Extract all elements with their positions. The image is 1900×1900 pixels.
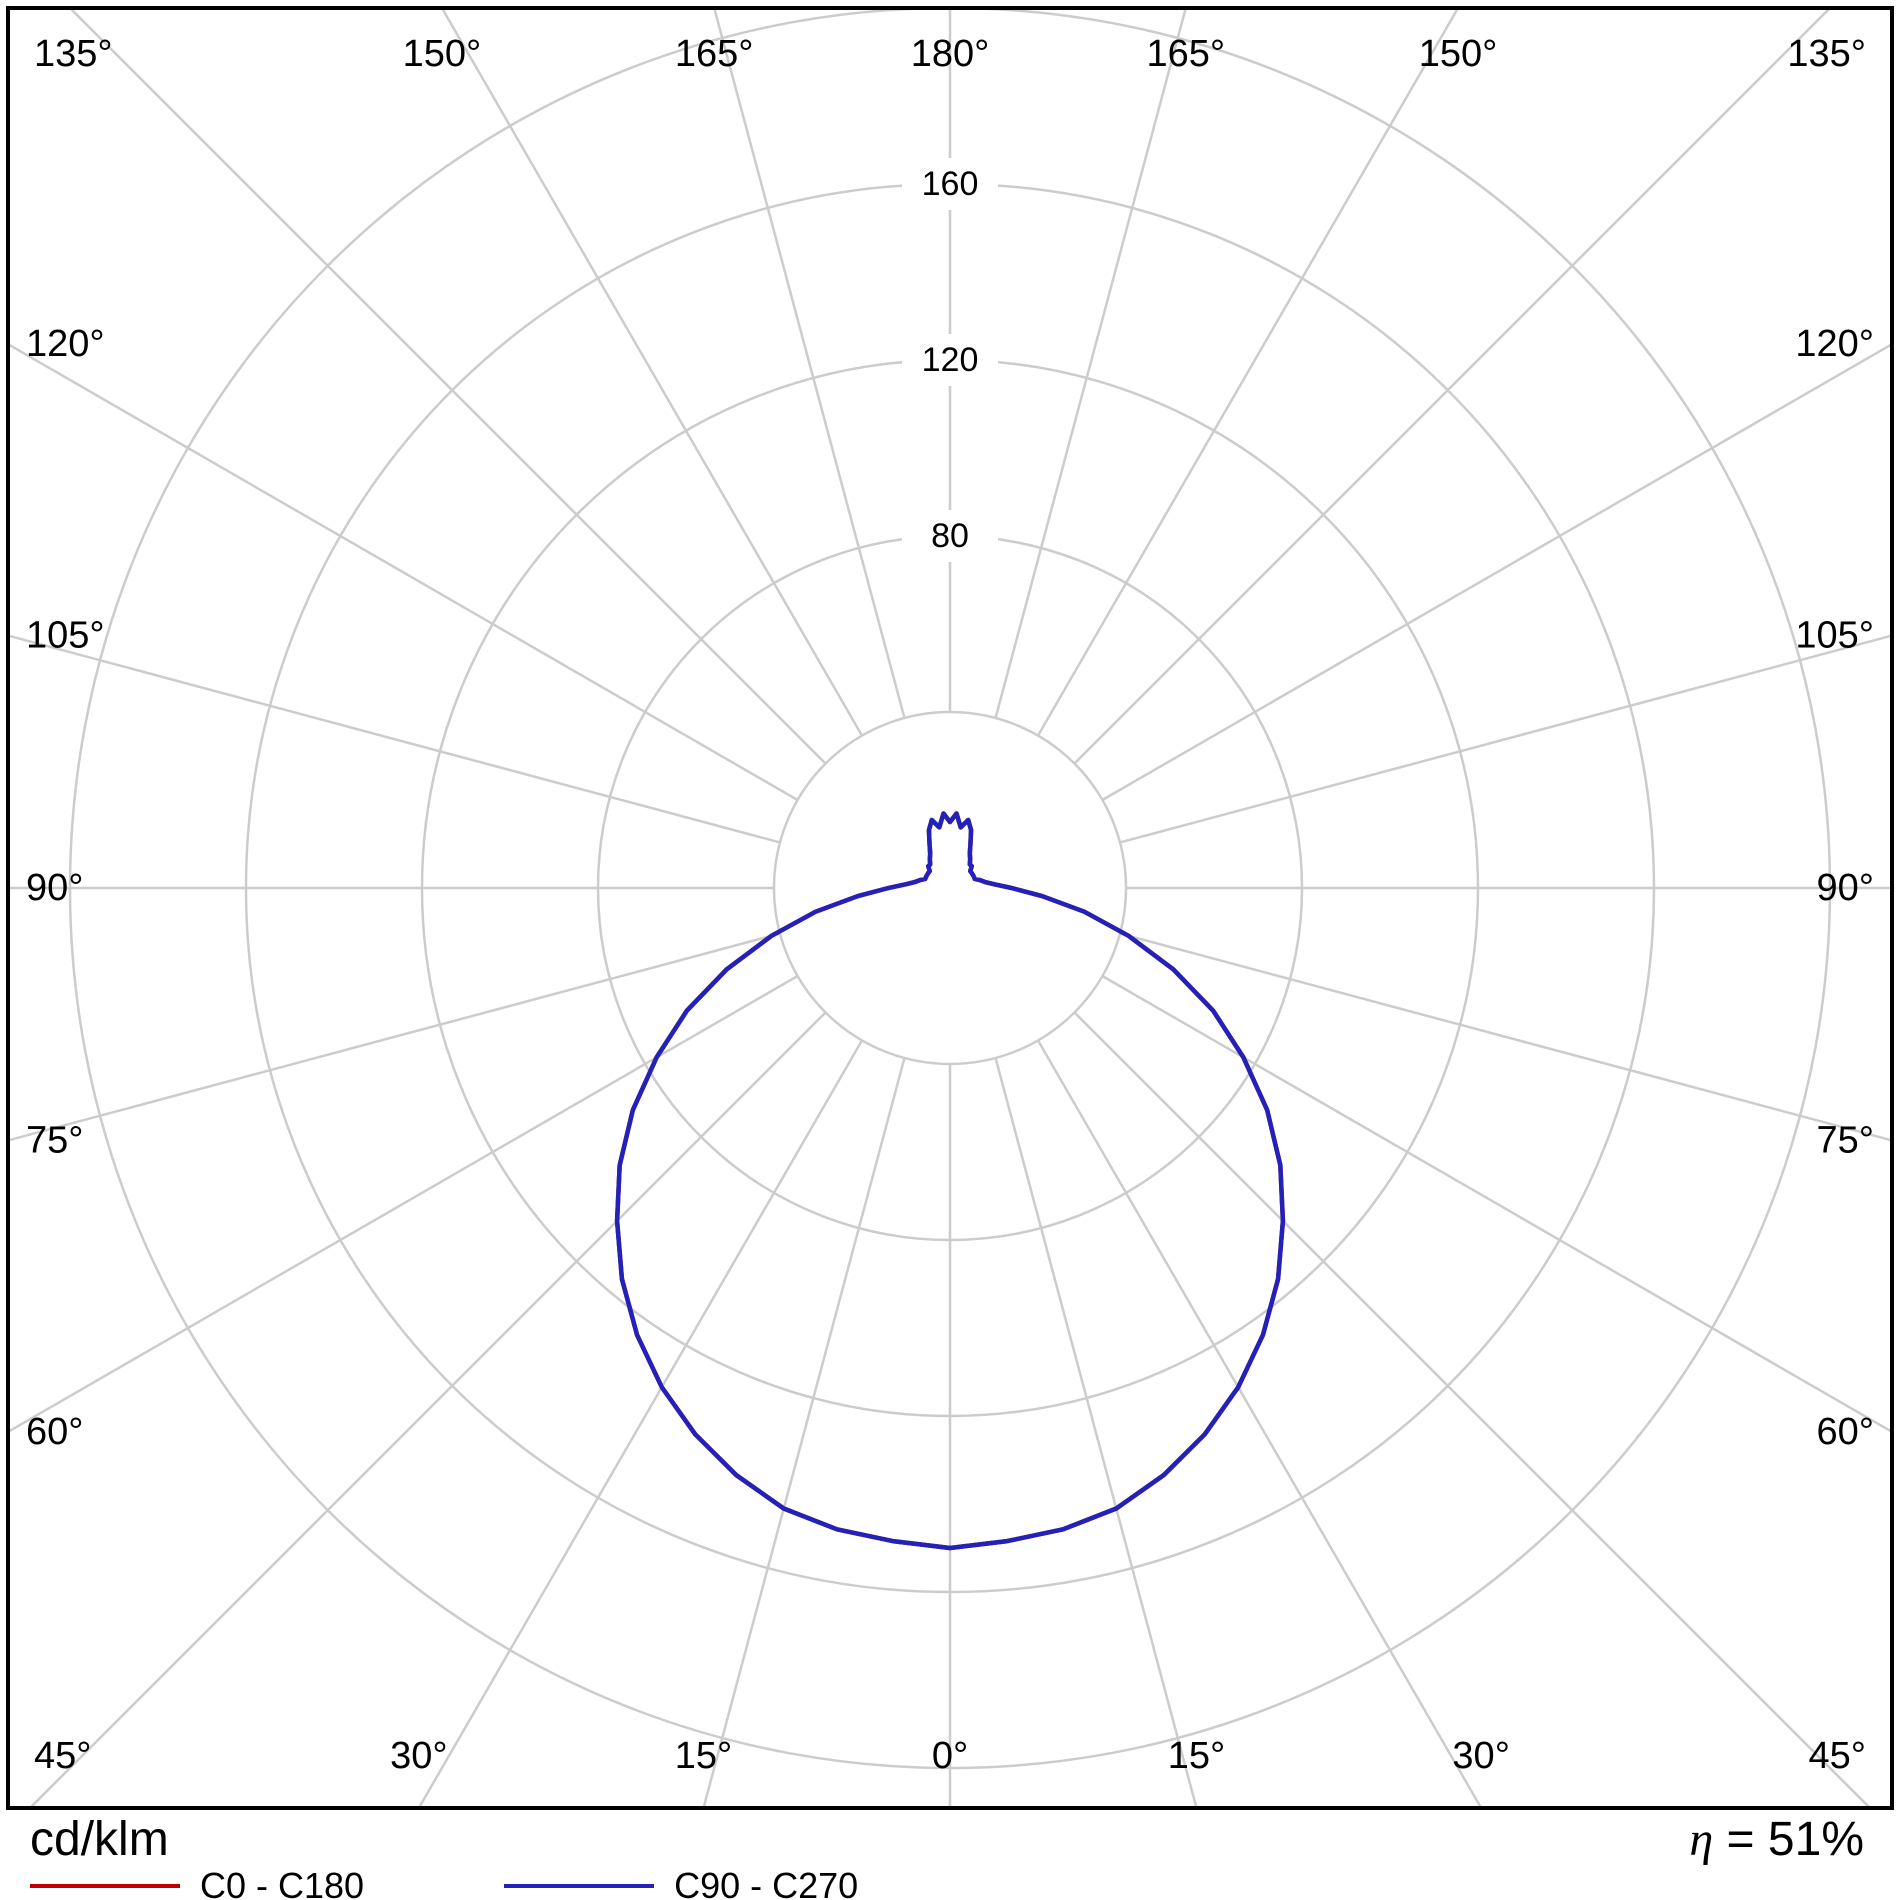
angle-label-15: 15°	[1168, 1735, 1225, 1777]
grid-spoke	[10, 932, 781, 1142]
grid-spoke	[994, 10, 1187, 719]
grid-spoke	[1101, 974, 1890, 1433]
legend-swatch-c0-c180	[30, 1884, 180, 1888]
angle-label-60: 60°	[26, 1411, 83, 1453]
grid-spoke	[10, 974, 799, 1433]
angle-label-45: 45°	[1809, 1735, 1866, 1777]
angle-label-30: 30°	[1452, 1735, 1509, 1777]
grid-spoke	[1073, 10, 1830, 765]
units-label: cd/klm	[30, 1813, 169, 1866]
angle-label-0: 0°	[932, 1735, 968, 1777]
angle-label-75: 75°	[1817, 1119, 1874, 1161]
angle-label-180: 180°	[911, 33, 990, 75]
grid-spoke	[1073, 1011, 1870, 1806]
legend: C0 - C180 C90 - C270	[30, 1868, 858, 1900]
legend-swatch-c90-c270	[504, 1884, 655, 1888]
series-curve-1	[614, 811, 1286, 1551]
legend-label-c90-c270: C90 - C270	[674, 1865, 859, 1900]
grid-spoke	[1036, 1039, 1482, 1806]
chart-footer: cd/klm η = 51% C0 - C180 C90 - C270	[0, 1812, 1900, 1900]
grid-spoke	[10, 634, 781, 844]
grid-spoke	[441, 10, 864, 737]
angle-label-120: 120°	[26, 323, 105, 365]
angle-label-45: 45°	[34, 1735, 91, 1777]
grid-spoke	[1119, 932, 1890, 1142]
angle-label-90: 90°	[26, 867, 83, 909]
grid-spoke	[1036, 10, 1459, 737]
grid-spoke	[1101, 343, 1890, 802]
angle-labels: 0° 15° 15° 30° 30° 45° 45° 60° 60° 75° 75° 90° 90° 10…	[26, 33, 1874, 1777]
grid-spoke	[713, 10, 906, 719]
ring-label-160: 160	[922, 165, 979, 203]
grid-spoke	[702, 1057, 906, 1806]
angle-label-105: 105°	[1795, 615, 1874, 657]
grid-spoke	[10, 343, 799, 802]
angle-label-30: 30°	[390, 1735, 447, 1777]
ring-label-120: 120	[922, 341, 979, 379]
angle-label-135: 135°	[34, 33, 113, 75]
grid-spoke	[70, 10, 827, 765]
legend-item-c0-c180: C0 - C180	[30, 1868, 364, 1900]
angle-label-15: 15°	[675, 1735, 732, 1777]
angle-label-75: 75°	[26, 1119, 83, 1161]
eta-value: = 51%	[1713, 1813, 1864, 1866]
grid-spoke	[994, 1057, 1198, 1806]
grid-spoke	[30, 1011, 827, 1806]
angle-label-165: 165°	[675, 33, 754, 75]
efficiency-label: η = 51%	[1689, 1812, 1864, 1867]
angle-label-150: 150°	[1419, 33, 1498, 75]
angle-label-150: 150°	[403, 33, 482, 75]
angle-label-120: 120°	[1795, 323, 1874, 365]
angle-label-135: 135°	[1787, 33, 1866, 75]
angle-label-105: 105°	[26, 615, 105, 657]
eta-symbol: η	[1689, 1813, 1714, 1866]
grid-spoke	[418, 1039, 864, 1806]
grid-spoke	[1119, 634, 1890, 844]
ring-label-80: 80	[931, 517, 969, 555]
ring-labels: 80 120 160	[902, 158, 998, 562]
angle-label-60: 60°	[1817, 1411, 1874, 1453]
legend-label-c0-c180: C0 - C180	[200, 1865, 365, 1900]
angle-label-90: 90°	[1817, 867, 1874, 909]
legend-item-c90-c270: C90 - C270	[504, 1868, 858, 1900]
plot-border	[6, 6, 1894, 1810]
angle-label-165: 165°	[1146, 33, 1225, 75]
